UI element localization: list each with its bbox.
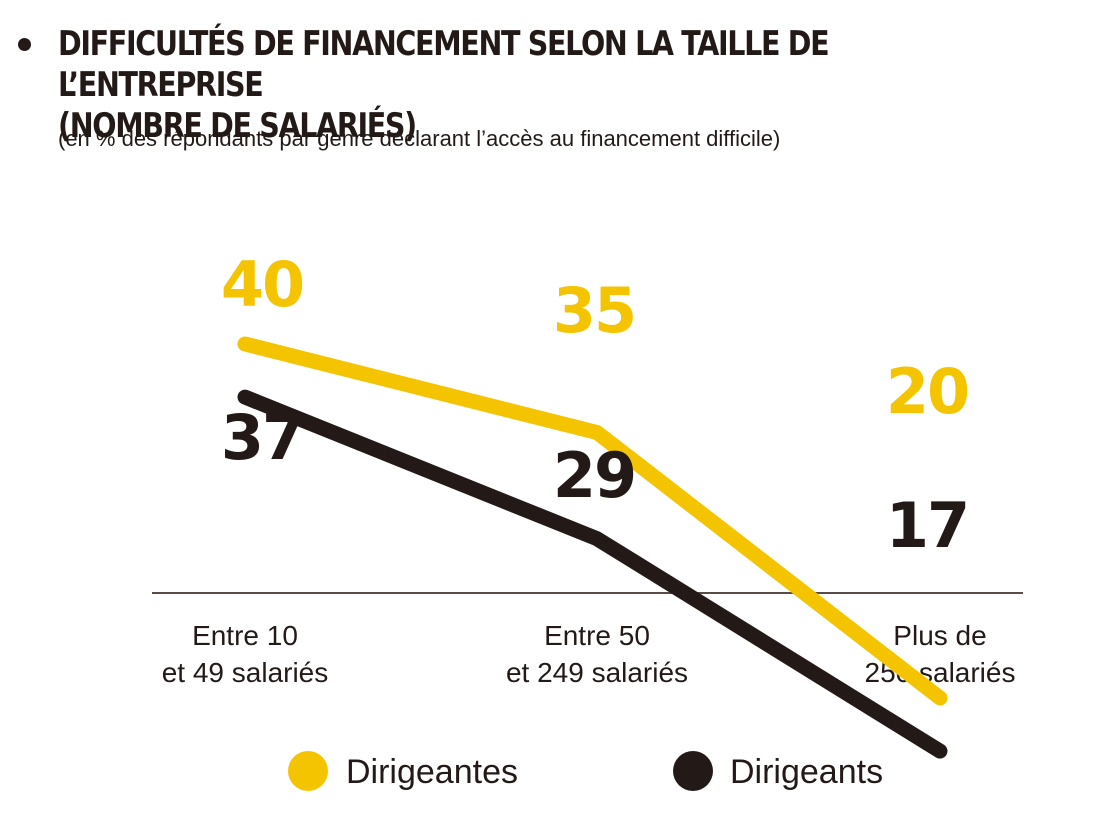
legend-label-dirigeantes: Dirigeantes (346, 753, 518, 791)
x-tick-label: Entre 10 et 49 salariés (162, 620, 329, 688)
x-tick-line: Plus de (893, 620, 986, 651)
chart-title: DIFFICULTÉS DE FINANCEMENT SELON LA TAIL… (58, 24, 830, 146)
legend-label-dirigeants: Dirigeants (730, 753, 883, 791)
data-label: 20 (886, 355, 968, 428)
data-label: 17 (886, 489, 968, 562)
series-line-dirigeantes (237, 336, 948, 706)
bullet-icon (18, 38, 31, 51)
x-tick-label: Entre 50 et 249 salariés (506, 620, 688, 688)
x-tick-line: et 249 salariés (506, 657, 688, 688)
legend-swatch-dirigeants (673, 751, 713, 791)
title-block: DIFFICULTÉS DE FINANCEMENT SELON LA TAIL… (18, 24, 1098, 147)
x-tick-line: Entre 10 (192, 620, 298, 651)
x-tick-line: et 49 salariés (162, 657, 329, 688)
data-label: 29 (553, 439, 635, 512)
data-label: 40 (221, 248, 303, 321)
data-label: 37 (221, 401, 303, 474)
data-label: 35 (553, 274, 635, 347)
legend-swatch-dirigeantes (288, 751, 328, 791)
series-line-dirigeants (237, 389, 948, 759)
x-tick-label: Plus de 250 salariés (865, 620, 1016, 688)
chart-subtitle: (en % des répondants par genre déclarant… (58, 126, 781, 151)
x-tick-line: Entre 50 (544, 620, 650, 651)
